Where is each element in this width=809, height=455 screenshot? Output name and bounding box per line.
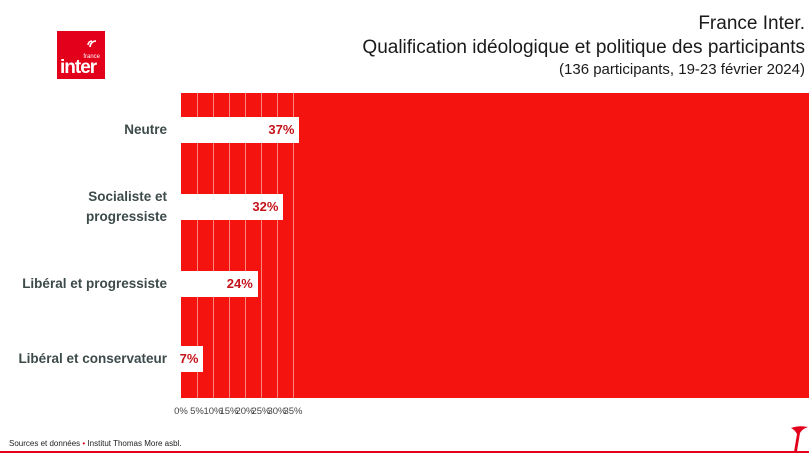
- gridline: [197, 93, 198, 398]
- x-tick-label: 15%: [219, 406, 239, 417]
- radio-waves-icon: [87, 40, 97, 48]
- bar: [181, 194, 284, 220]
- chart-subtitle: (136 participants, 19-23 février 2024): [559, 61, 805, 78]
- x-tick-label: 10%: [203, 406, 223, 417]
- thomas-more-mark-icon: [791, 426, 808, 453]
- logo-inter-text: inter: [60, 57, 97, 78]
- bar: [181, 271, 258, 297]
- x-tick-label: 35%: [283, 406, 303, 417]
- gridline: [229, 93, 230, 398]
- x-tick-label: 20%: [235, 406, 255, 417]
- footer-divider: [0, 451, 809, 453]
- bar: [181, 346, 204, 372]
- gridline: [213, 93, 214, 398]
- x-tick-label: 0%: [174, 406, 188, 417]
- bar: [181, 117, 300, 143]
- logo-france-text: france: [83, 54, 100, 60]
- category-label-liberal-progressiste: Libéral et progressiste: [22, 276, 167, 291]
- bar-value-label: 7%: [179, 351, 199, 366]
- gridline: [261, 93, 262, 398]
- category-label-neutre: Neutre: [124, 122, 167, 137]
- footer-source: Sources et données • Institut Thomas Mor…: [9, 439, 182, 448]
- x-tick-label: 25%: [251, 406, 271, 417]
- bar-value-label: 32%: [252, 199, 279, 214]
- source-title: France Inter.: [698, 13, 805, 34]
- gridline: [277, 93, 278, 398]
- x-tick-label: 30%: [267, 406, 287, 417]
- bar-value-label: 24%: [226, 276, 253, 291]
- x-tick-label: 5%: [190, 406, 204, 417]
- bar-value-label: 37%: [268, 122, 295, 137]
- france-inter-logo: france inter: [57, 31, 105, 79]
- chart-title: Qualification idéologique et politique d…: [362, 37, 805, 58]
- gridline: [293, 93, 294, 398]
- plot-area: 37% 32% 24% 7%: [180, 93, 809, 398]
- category-label-liberal-conservateur: Libéral et conservateur: [18, 351, 167, 366]
- chart-header: France Inter. Qualification idéologique …: [362, 12, 805, 80]
- category-label-socialiste: Socialiste et progressiste: [85, 189, 167, 224]
- gridline: [245, 93, 246, 398]
